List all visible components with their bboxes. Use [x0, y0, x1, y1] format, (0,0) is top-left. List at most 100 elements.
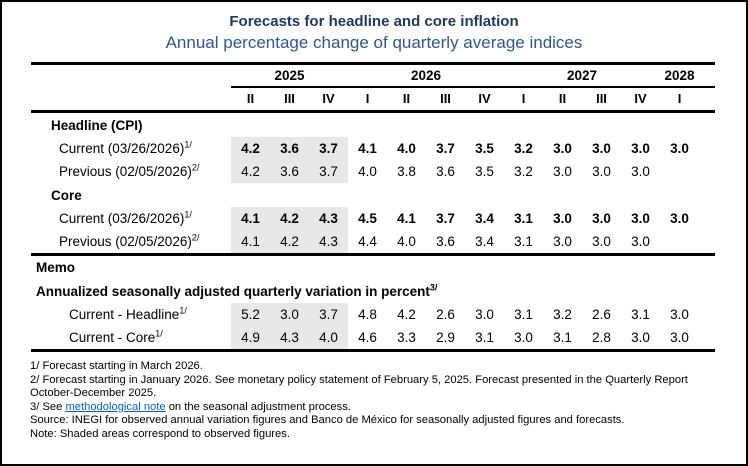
data-cell: 3.3 [397, 330, 416, 345]
quarter-header: IV [478, 91, 491, 106]
data-cell: 3.1 [514, 307, 533, 322]
footnote-1: 1/ Forecast starting in March 2026. [30, 360, 203, 372]
data-cell: 3.6 [270, 160, 309, 183]
divider-header [31, 110, 715, 113]
data-cell: 3.0 [592, 211, 611, 226]
data-cell: 3.8 [397, 164, 416, 179]
table-row-memo-core: Current - Core1/ 4.9 4.3 4.0 4.6 3.3 2.9… [31, 326, 715, 349]
data-cell: 4.6 [358, 330, 377, 345]
row-label-text: Current (03/26/2026) [59, 141, 185, 156]
year-header-2026: 2026 [410, 67, 442, 83]
data-cell: 4.1 [397, 211, 416, 226]
quarter-header: I [365, 91, 370, 106]
footnote-marker: 1/ [184, 209, 192, 220]
data-cell: 3.0 [475, 307, 494, 322]
year-header-2027: 2027 [566, 67, 598, 83]
data-cell: 4.2 [231, 160, 270, 183]
row-label: Current - Headline1/ [31, 306, 231, 322]
section-label-text: Annualized seasonally adjusted quarterly… [36, 283, 430, 299]
row-label: Previous (02/05/2026)2/ [31, 162, 231, 179]
quarter-header: I [677, 91, 682, 106]
footnote-marker: 2/ [191, 232, 200, 243]
data-cell: 4.3 [309, 207, 348, 230]
row-label: Previous (02/05/2026)2/ [31, 232, 231, 249]
data-cell: 3.7 [309, 303, 348, 326]
data-cell: 3.0 [270, 303, 309, 326]
data-cell: 3.1 [475, 330, 494, 345]
data-cell: 2.9 [436, 330, 455, 345]
year-header-row: 2025 2026 2027 2028 [31, 64, 715, 88]
year-header-2025: 2025 [274, 67, 305, 83]
quarter-header-row: II III IV I II III IV I II III IV I [31, 87, 715, 110]
data-cell: 3.0 [592, 164, 611, 179]
data-cell: 3.6 [436, 164, 455, 179]
table-row-headline-current: Current (03/26/2026)1/ 4.2 3.6 3.7 4.1 4… [31, 137, 715, 160]
data-cell: 4.5 [358, 211, 377, 226]
quarter-header: III [596, 91, 607, 106]
data-cell: 3.0 [631, 330, 650, 345]
data-cell: 3.6 [270, 137, 309, 160]
section-label: Annualized seasonally adjusted quarterly… [31, 283, 715, 299]
data-cell: 3.5 [475, 164, 494, 179]
quarter-header: II [246, 91, 255, 106]
data-cell: 4.3 [270, 326, 309, 349]
data-cell: 4.8 [358, 307, 377, 322]
data-cell: 3.7 [309, 137, 348, 160]
section-row-memo: Memo [31, 256, 715, 279]
data-cell: 3.4 [475, 234, 494, 249]
data-cell: 3.0 [553, 211, 572, 226]
row-label: Current (03/26/2026)1/ [31, 209, 231, 226]
data-cell: 3.2 [553, 307, 572, 322]
methodological-note-link[interactable]: methodological note [65, 400, 166, 413]
page-subtitle: Annual percentage change of quarterly av… [165, 33, 583, 52]
footnote-3: 3/ See methodological note on the season… [30, 401, 724, 415]
forecast-table: 2025 2026 2027 2028 II III IV I II III I… [31, 62, 715, 352]
section-row-memo-subtitle: Annualized seasonally adjusted quarterly… [31, 279, 715, 303]
data-cell: 3.1 [631, 307, 650, 322]
data-cell: 4.0 [358, 164, 377, 179]
row-label-text: Previous (02/05/2026) [59, 234, 192, 249]
source-note: Source: INEGI for observed annual variat… [30, 414, 625, 427]
year-header-2028: 2028 [664, 67, 695, 83]
quarter-header: III [440, 91, 451, 106]
data-cell: 4.1 [231, 207, 270, 230]
data-cell: 3.0 [631, 164, 650, 179]
quarter-header: II [402, 91, 411, 106]
footnote-marker: 1/ [155, 328, 163, 339]
shading-note: Note: Shaded areas correspond to observe… [30, 427, 290, 440]
table-row-memo-headline: Current - Headline1/ 5.2 3.0 3.7 4.8 4.2… [31, 303, 715, 326]
data-cell: 4.0 [397, 234, 416, 249]
data-cell: 3.0 [631, 234, 650, 249]
data-cell: 3.5 [475, 141, 494, 156]
quarter-header: III [284, 91, 295, 106]
footnote-3-text: on the seasonal adjustment process. [165, 400, 351, 413]
data-cell: 3.1 [514, 211, 533, 226]
page-title: Forecasts for headline and core inflatio… [229, 13, 519, 30]
data-cell: 3.1 [514, 234, 533, 249]
data-cell: 3.0 [670, 211, 689, 226]
section-label: Core [51, 187, 82, 203]
divider-memo [31, 253, 715, 256]
data-cell: 4.3 [309, 230, 348, 253]
divider-bottom [31, 349, 715, 352]
data-cell: 3.0 [592, 234, 611, 249]
year-header-group: 2025 2026 2027 2028 [231, 64, 715, 88]
footnote-2: 2/ Forecast starting in January 2026. Se… [30, 373, 688, 400]
footnote-marker: 2/ [191, 162, 200, 173]
row-label-text: Current - Headline [69, 307, 180, 322]
row-label: Current (03/26/2026)1/ [31, 139, 231, 156]
section-label: Headline (CPI) [51, 117, 143, 133]
data-cell: 4.9 [231, 326, 270, 349]
footnote-3-text: 3/ See [30, 400, 66, 413]
data-cell: 2.8 [592, 330, 611, 345]
footnotes: 1/ Forecast starting in March 2026. 2/ F… [30, 360, 724, 442]
section-label: Memo [36, 260, 76, 275]
data-cell: 2.6 [436, 307, 455, 322]
data-cell: 3.0 [631, 211, 650, 226]
data-cell: 3.6 [436, 234, 455, 249]
footnote-marker: 1/ [184, 139, 192, 150]
data-cell: 4.0 [397, 141, 416, 156]
data-cell: 4.2 [270, 207, 309, 230]
data-cell: 3.0 [553, 164, 572, 179]
